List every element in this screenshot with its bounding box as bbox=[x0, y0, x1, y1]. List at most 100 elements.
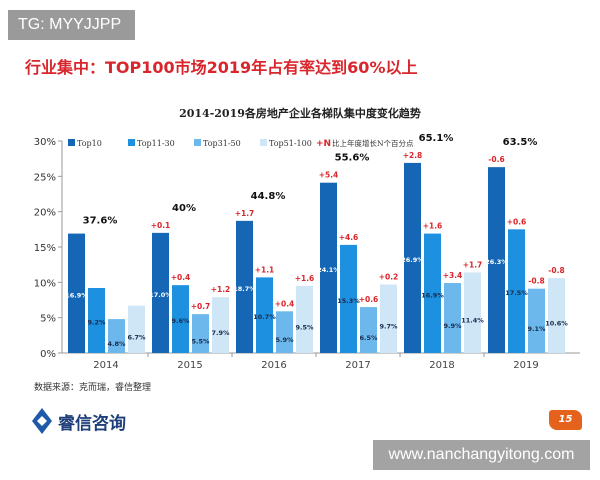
bar-value-label: 9.9% bbox=[443, 322, 462, 330]
bar-top51-100 bbox=[212, 297, 229, 353]
change-label: +4.6 bbox=[339, 233, 359, 242]
bar-value-label: 6.5% bbox=[359, 334, 378, 342]
change-label: +5.4 bbox=[319, 171, 339, 180]
change-label: +0.6 bbox=[359, 295, 379, 304]
bar-value-label: 7.9% bbox=[211, 329, 230, 337]
y-tick-label: 5% bbox=[40, 314, 56, 325]
bar-top51-100 bbox=[296, 285, 313, 353]
legend-swatch bbox=[68, 139, 75, 146]
change-label: +1.6 bbox=[423, 222, 443, 231]
change-label: +0.1 bbox=[151, 221, 171, 230]
bar-value-label: 9.1% bbox=[527, 325, 546, 333]
bar-top11-30 bbox=[424, 233, 441, 353]
total-label: 44.8% bbox=[251, 191, 286, 202]
bar-value-label: 9.7% bbox=[379, 323, 398, 331]
change-label: -0.6 bbox=[488, 155, 504, 164]
bar-value-label: 9.6% bbox=[171, 317, 190, 325]
change-label: +1.7 bbox=[235, 209, 255, 218]
bar-top10 bbox=[320, 182, 337, 353]
diamond-logo-icon bbox=[32, 408, 52, 434]
x-tick-label: 2015 bbox=[177, 360, 202, 371]
total-label: 63.5% bbox=[503, 137, 538, 148]
watermark-badge: TG: MYYJJPP bbox=[8, 10, 135, 40]
legend-swatch bbox=[128, 139, 135, 146]
x-tick-label: 2017 bbox=[345, 360, 370, 371]
bar-value-label: 26.3% bbox=[485, 258, 508, 266]
bar-value-label: 6.7% bbox=[127, 333, 146, 341]
headline: 行业集中：TOP100市场2019年占有率达到60%以上 bbox=[25, 58, 418, 77]
y-tick-label: 20% bbox=[34, 208, 56, 219]
bar-top51-100 bbox=[380, 284, 397, 353]
total-label: 65.1% bbox=[419, 133, 454, 144]
change-label: -0.8 bbox=[548, 266, 564, 275]
change-label: +1.1 bbox=[255, 265, 275, 274]
bar-top10 bbox=[488, 167, 505, 353]
bar-value-label: 16.9% bbox=[65, 291, 88, 299]
y-tick-label: 30% bbox=[34, 137, 56, 148]
bar-value-label: 17.0% bbox=[149, 291, 172, 299]
bar-top11-30 bbox=[88, 287, 105, 353]
bar-value-label: 24.1% bbox=[317, 266, 340, 274]
change-label: +2.8 bbox=[403, 151, 423, 160]
bar-top31-50 bbox=[360, 307, 377, 353]
bar-value-label: 26.9% bbox=[401, 256, 424, 264]
logo: 睿信咨询 bbox=[32, 408, 126, 434]
change-label: -0.8 bbox=[528, 277, 544, 286]
bar-top31-50 bbox=[276, 311, 293, 353]
chart-title: 2014-2019各房地产企业各梯队集中度变化趋势 bbox=[179, 106, 421, 120]
watermark-url: www.nanchangyitong.com bbox=[373, 440, 590, 470]
change-label: +0.2 bbox=[379, 272, 399, 281]
bar-top11-30 bbox=[256, 277, 273, 353]
bar-value-label: 16.9% bbox=[421, 291, 444, 299]
page-number: 15 bbox=[549, 410, 582, 430]
bar-value-label: 15.3% bbox=[337, 297, 360, 305]
change-label: +0.6 bbox=[507, 217, 527, 226]
y-tick-label: 25% bbox=[34, 172, 56, 183]
bar-top11-30 bbox=[172, 285, 189, 353]
y-tick-label: 0% bbox=[40, 349, 56, 360]
bar-value-label: 11.4% bbox=[461, 317, 484, 325]
change-label: +3.4 bbox=[443, 271, 463, 280]
bar-value-label: 9.5% bbox=[295, 323, 314, 331]
bar-value-label: 5.9% bbox=[275, 336, 294, 344]
change-label: +0.4 bbox=[275, 299, 295, 308]
bar-top31-50 bbox=[444, 283, 461, 353]
bar-top51-100 bbox=[128, 305, 145, 353]
x-tick-label: 2016 bbox=[261, 360, 286, 371]
x-tick-label: 2019 bbox=[513, 360, 538, 371]
legend-label: Top11-30 bbox=[137, 139, 175, 148]
bar-top10 bbox=[404, 162, 421, 353]
total-label: 55.6% bbox=[335, 153, 370, 164]
change-label: +0.4 bbox=[171, 273, 191, 282]
x-tick-label: 2014 bbox=[93, 360, 118, 371]
total-label: 40% bbox=[172, 203, 196, 214]
bar-value-label: 10.7% bbox=[253, 313, 276, 321]
bar-top11-30 bbox=[340, 244, 357, 353]
bar-top10 bbox=[152, 232, 169, 353]
legend-label: Top31-50 bbox=[203, 139, 241, 148]
legend-note-text: 比上年度增长N个百分点 bbox=[332, 138, 414, 148]
bar-top51-100 bbox=[464, 272, 481, 353]
legend-swatch bbox=[194, 139, 201, 146]
change-label: +1.6 bbox=[295, 274, 315, 283]
bar-value-label: 17.5% bbox=[505, 289, 528, 297]
y-tick-label: 10% bbox=[34, 278, 56, 289]
source-note: 数据来源：克而瑞，睿信整理 bbox=[34, 383, 152, 393]
bar-top31-50 bbox=[528, 288, 545, 353]
bar-value-label: 10.6% bbox=[545, 320, 568, 328]
bar-value-label: 5.5% bbox=[191, 338, 210, 346]
legend-label: Top51-100 bbox=[269, 139, 312, 148]
bar-value-label: 4.8% bbox=[107, 340, 126, 348]
bar-top51-100 bbox=[548, 278, 565, 353]
total-label: 37.6% bbox=[83, 216, 118, 227]
bar-top31-50 bbox=[192, 314, 209, 353]
bar-top10 bbox=[68, 233, 85, 353]
bar-top10 bbox=[236, 220, 253, 353]
legend-swatch bbox=[260, 139, 267, 146]
bar-top31-50 bbox=[108, 319, 125, 353]
x-tick-label: 2018 bbox=[429, 360, 454, 371]
logo-text: 睿信咨询 bbox=[58, 413, 126, 434]
bar-value-label: 18.7% bbox=[233, 285, 256, 293]
change-label: +1.2 bbox=[211, 285, 231, 294]
